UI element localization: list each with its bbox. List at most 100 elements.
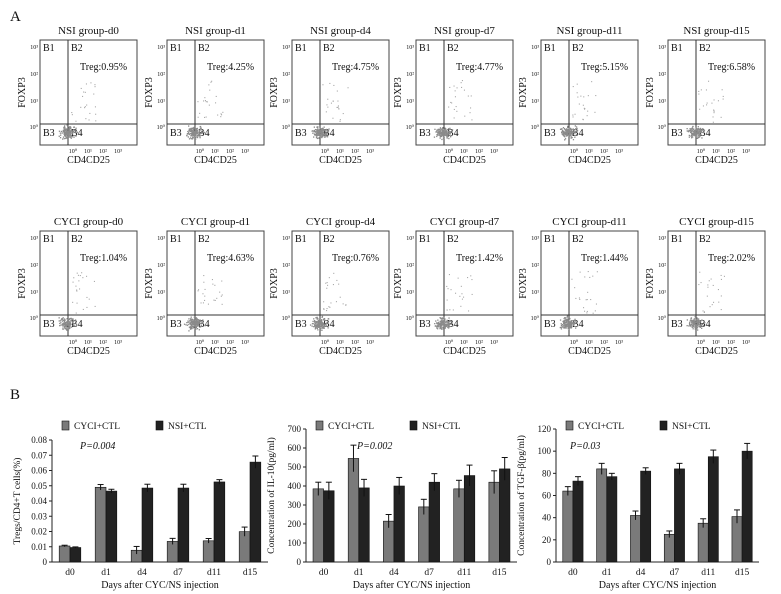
quadrant-label-b3: B3 <box>43 128 55 139</box>
quadrant-label-b4: B4 <box>572 128 584 139</box>
event-dot <box>342 113 344 115</box>
event-dot <box>68 128 71 130</box>
event-dot <box>691 132 693 135</box>
event-dot <box>74 319 77 321</box>
event-dot <box>460 82 462 84</box>
y-tick-label: 10⁰ <box>406 124 415 131</box>
event-dot <box>439 137 441 139</box>
quadrant-label-b3: B3 <box>170 319 182 330</box>
y-tick-label: 10¹ <box>30 99 38 105</box>
y-tick-label: 10³ <box>157 45 165 51</box>
y-axis-label: FOXP3 <box>645 268 656 299</box>
bar-cyci-d11 <box>697 522 709 563</box>
event-dot <box>450 321 452 323</box>
event-dot <box>565 134 567 136</box>
event-dot <box>561 130 563 133</box>
event-dot <box>94 305 96 307</box>
event-dot <box>436 131 439 133</box>
event-dot <box>583 307 585 309</box>
event-dot <box>442 127 444 129</box>
event-dot <box>570 321 572 323</box>
quadrant-label-b4: B4 <box>572 319 584 330</box>
event-dot <box>321 322 324 324</box>
x-tick-label: 10⁰ <box>697 148 706 155</box>
event-dot <box>327 284 329 286</box>
treg-percentage: Treg:0.95% <box>80 62 127 73</box>
event-dot <box>572 323 574 325</box>
event-dot <box>442 127 444 130</box>
event-dot <box>73 277 75 279</box>
x-tick-label: d1 <box>101 568 111 578</box>
event-dot <box>710 278 712 280</box>
event-dot <box>94 106 96 108</box>
event-dot <box>443 317 445 319</box>
x-tick-label: 10² <box>727 149 735 155</box>
event-dot <box>64 319 66 321</box>
event-dot <box>190 325 192 327</box>
event-dot <box>448 130 450 132</box>
event-dot <box>567 318 569 320</box>
y-axis-label: FOXP3 <box>393 268 404 299</box>
event-dot <box>697 321 699 323</box>
event-dot <box>570 136 572 138</box>
y-axis-label: FOXP3 <box>17 77 28 108</box>
quadrant-label-b2: B2 <box>323 234 335 245</box>
x-axis-label: Days after CYC/NS injection <box>599 580 716 591</box>
y-tick-label: 10¹ <box>531 99 539 105</box>
event-dot <box>570 320 573 322</box>
event-dot <box>76 131 79 133</box>
event-dot <box>64 132 66 134</box>
event-dot <box>564 317 566 319</box>
y-tick-label: 10¹ <box>406 99 414 105</box>
event-dot <box>441 318 443 320</box>
event-dot <box>320 320 323 322</box>
event-dot <box>565 327 567 329</box>
event-dot <box>561 324 563 326</box>
event-dot <box>64 321 66 324</box>
event-dot <box>318 323 320 325</box>
event-dot <box>444 326 447 328</box>
event-dot <box>562 322 565 324</box>
event-dot <box>320 132 322 134</box>
event-dot <box>215 102 217 104</box>
event-dot <box>193 129 195 131</box>
event-dot <box>441 328 443 330</box>
event-dot <box>67 323 69 325</box>
event-dot <box>560 323 562 325</box>
event-dot <box>689 325 692 327</box>
event-dot <box>70 126 72 128</box>
event-dot <box>692 132 695 134</box>
event-dot <box>322 129 324 131</box>
event-dot <box>64 134 67 136</box>
event-dot <box>67 125 69 127</box>
event-dot <box>699 320 701 323</box>
event-dot <box>702 105 704 107</box>
x-axis-label: CD4CD25 <box>695 346 738 357</box>
bar-nsi-d15 <box>499 468 511 563</box>
y-tick-label: 10³ <box>282 236 290 242</box>
event-dot <box>574 323 576 325</box>
event-dot <box>444 318 446 320</box>
event-dot <box>708 280 710 282</box>
flow-plot-title: CYCI group-d11 <box>552 216 626 228</box>
event-dot <box>698 322 700 324</box>
event-dot <box>318 132 321 134</box>
event-dots <box>58 82 97 140</box>
event-dot <box>573 130 576 132</box>
event-dot <box>570 323 572 325</box>
bar-nsi-d1 <box>105 490 118 563</box>
event-dot <box>189 130 192 132</box>
event-dot <box>469 112 471 114</box>
event-dot <box>322 134 324 136</box>
y-tick-label: 10² <box>282 263 290 269</box>
flow-plot: CYCI group-d4 B1 B2 B3 B4 Treg:0.76% 10³ 10² 10¹… <box>269 216 390 357</box>
event-dot <box>443 128 445 131</box>
event-dot <box>567 128 569 131</box>
event-dot <box>696 128 698 131</box>
event-dot <box>200 302 202 304</box>
y-tick-label: 10⁰ <box>406 315 415 322</box>
event-dot <box>433 136 436 138</box>
event-dot <box>204 100 206 102</box>
